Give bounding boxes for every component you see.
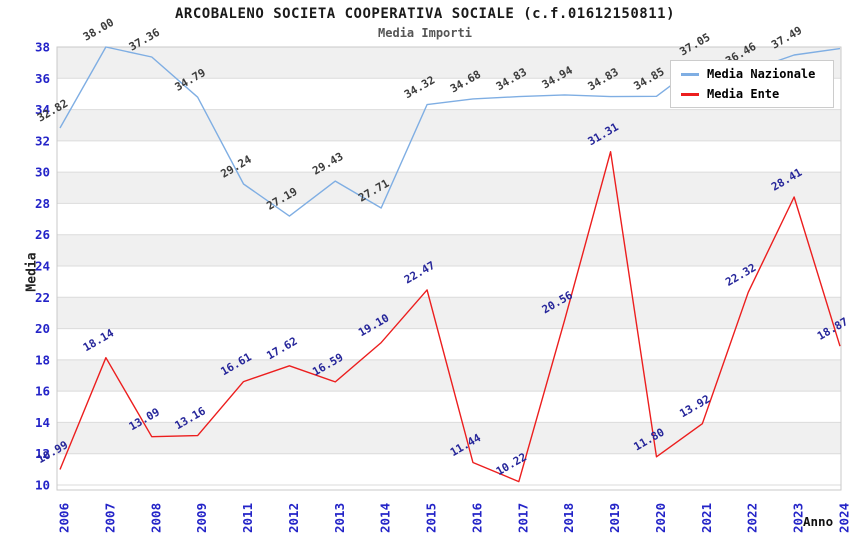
y-tick-label: 34 [35,102,50,117]
legend-item-media-ente: Media Ente [681,87,823,101]
plot-band [57,453,841,485]
y-tick-label: 30 [35,165,50,180]
plot-band [57,109,841,141]
plot-band [57,391,841,423]
x-tick-label: 2013 [332,503,347,533]
series-line-media-ente [59,150,841,483]
x-tick-label: 2017 [515,503,530,533]
chart-subtitle: Media Importi [378,26,472,40]
y-tick-label: 12 [35,446,50,461]
chart-legend: Media Nazionale Media Ente [670,60,834,108]
x-tick-label: 2023 [791,503,806,533]
y-tick-label: 22 [35,290,50,305]
plot-band [57,422,841,454]
y-tick-label: 36 [35,71,50,86]
plot-band [57,172,841,204]
y-tick-label: 32 [35,133,50,148]
y-tick-label: 38 [35,40,50,55]
x-tick-label: 2020 [653,503,668,533]
x-tick-label: 2022 [745,503,760,533]
plot-band [57,234,841,266]
plot-band [57,297,841,329]
y-tick-label: 20 [35,321,50,336]
y-tick-label: 10 [35,478,50,493]
x-tick-label: 2011 [240,503,255,533]
plot-band [57,266,841,298]
y-tick-label: 26 [35,227,50,242]
y-tick-label: 16 [35,384,50,399]
x-axis-title: Anno [803,514,834,529]
plot-band [57,359,841,392]
y-tick-label: 18 [35,352,50,367]
x-tick-label: 2007 [102,503,117,533]
chart-title: ARCOBALENO SOCIETA COOPERATIVA SOCIALE (… [174,6,675,22]
legend-label: Media Nazionale [707,67,816,81]
x-tick-label: 2009 [194,503,209,533]
legend-item-media-nazionale: Media Nazionale [681,67,823,81]
y-tick-label: 24 [35,259,50,274]
x-tick-label: 2019 [607,503,622,533]
x-tick-label: 2018 [561,503,576,533]
x-tick-label: 2012 [286,503,301,533]
plot-band [57,328,841,360]
y-axis-title: Media [24,252,40,292]
media-ente-line-swatch-icon [681,92,699,96]
data-label: 38.00 [81,16,116,44]
plot-band [57,203,841,235]
x-tick-label: 2024 [837,503,850,533]
x-tick-label: 2014 [378,503,393,533]
x-tick-label: 2016 [469,503,484,533]
x-tick-label: 2008 [148,503,163,533]
y-tick-label: 28 [35,196,50,211]
legend-label: Media Ente [707,87,780,101]
x-tick-label: 2021 [699,503,714,533]
x-tick-label: 2015 [424,503,439,533]
plot-band [57,140,841,173]
y-tick-label: 14 [35,415,50,430]
plot-border [56,46,842,491]
x-tick-label: 2006 [57,503,72,533]
media-nazionale-line-swatch-icon [681,72,699,76]
